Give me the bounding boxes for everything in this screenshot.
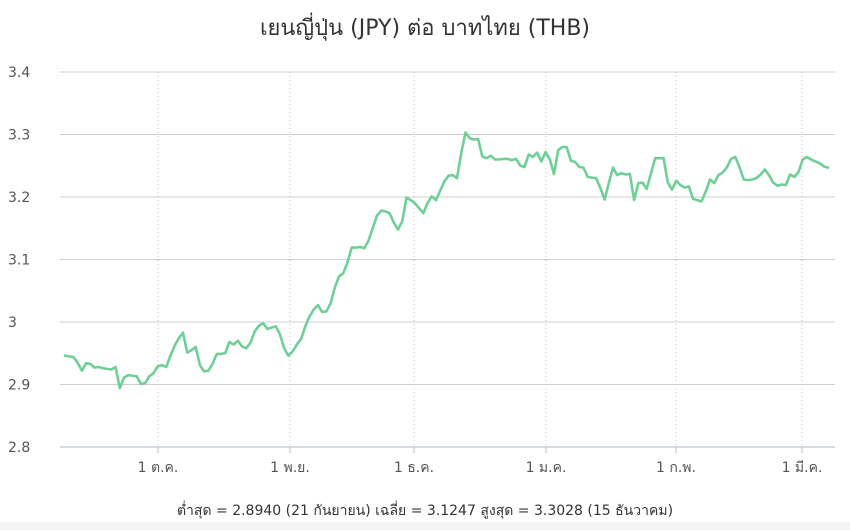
x-tick-label: 1 มี.ค.: [782, 460, 823, 476]
y-tick-label: 3: [8, 315, 17, 331]
x-tick-label: 1 ก.พ.: [656, 460, 696, 476]
y-tick-label: 3.1: [8, 253, 30, 269]
series-line: [63, 131, 830, 390]
x-tick-label: 1 พ.ย.: [270, 460, 310, 476]
x-tick-label: 1 ม.ค.: [526, 460, 567, 476]
grid: [60, 71, 835, 448]
bottom-strip: [0, 522, 850, 530]
y-tick-label: 2.8: [8, 440, 30, 456]
chart-title: เยนญี่ปุ่น (JPY) ต่อ บาทไทย (THB): [260, 12, 590, 41]
summary-stats: ต่ำสุด = 2.8940 (21 กันยายน) เฉลี่ย = 3.…: [177, 501, 673, 519]
y-tick-label: 2.9: [8, 378, 30, 394]
y-tick-label: 3.4: [8, 65, 30, 81]
x-tick-label: 1 ต.ค.: [138, 460, 179, 476]
series: [63, 131, 830, 390]
y-tick-label: 3.2: [8, 190, 30, 206]
axes: 3.4 3.3 3.2 3.1 3 2.9 2.8 1 ต.ค. 1 พ.ย. 1 ธ.ค. 1 ม…: [8, 65, 822, 476]
x-tick-label: 1 ธ.ค.: [394, 460, 434, 476]
y-tick-label: 3.3: [8, 128, 30, 144]
